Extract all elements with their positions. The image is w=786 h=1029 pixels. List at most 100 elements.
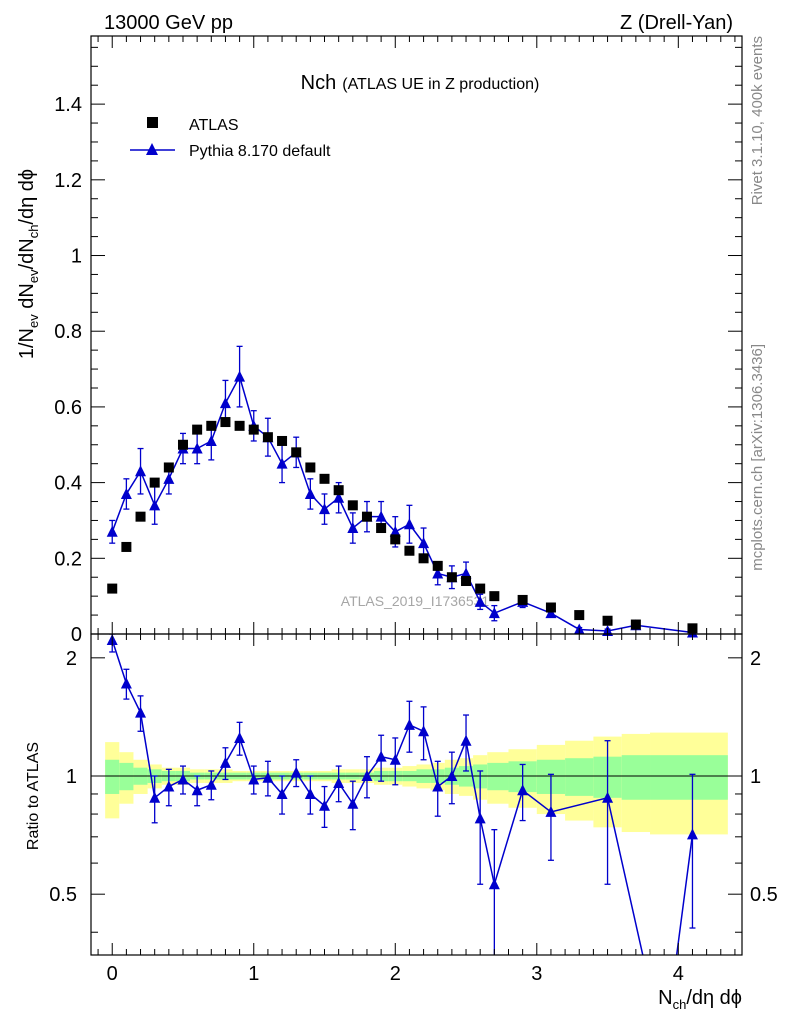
- ratio-line: [111, 639, 694, 955]
- ratio-y-tick-label-right: 2: [750, 648, 761, 670]
- atlas-point: [574, 610, 585, 621]
- legend-pythia-label: Pythia 8.170 default: [189, 143, 331, 160]
- atlas-point: [432, 560, 443, 571]
- atlas-point: [291, 447, 302, 458]
- ratio-y-tick-label-right: 1: [750, 766, 761, 788]
- pythia-point: [149, 499, 161, 511]
- ratio-point: [418, 725, 430, 737]
- ratio-y-tick-label-left: 1: [66, 766, 77, 788]
- axes-frames: 0 1 2 3 4 0 0.2 0.4 0.6 0.8 1 1.2 1.4 0.5 0.5 1 1 2 2: [49, 35, 778, 985]
- pythia-point: [219, 397, 231, 409]
- ratio-point: [333, 776, 345, 788]
- atlas-point: [602, 615, 613, 626]
- y-tick-label: 1.2: [54, 170, 82, 192]
- ratio-point: [304, 787, 316, 799]
- pythia-point: [205, 434, 217, 446]
- ratio-point: [517, 784, 529, 796]
- pythia-point: [276, 457, 288, 469]
- ratio-frame: [90, 633, 743, 956]
- ratio-clipped-group: [106, 634, 698, 955]
- ratio-point: [602, 791, 614, 803]
- pythia-point: [488, 607, 500, 619]
- pythia-point: [135, 465, 147, 477]
- atlas-point: [475, 583, 486, 594]
- atlas-point: [220, 417, 231, 428]
- atlas-point: [234, 420, 245, 431]
- ratio-point: [120, 677, 132, 689]
- atlas-point: [248, 424, 259, 435]
- ratio-point: [460, 734, 472, 746]
- atlas-point: [376, 523, 387, 534]
- ratio-y-tick-label-right: 0.5: [750, 884, 778, 906]
- band-inner-segment: [119, 762, 134, 791]
- title-main: Nch: [301, 72, 337, 94]
- ratio-point: [375, 750, 387, 762]
- atlas-point: [333, 485, 344, 496]
- ratio-point: [686, 828, 698, 840]
- x-tick-label: 2: [390, 963, 401, 985]
- band-inner-segment: [105, 759, 120, 794]
- ratio-point: [488, 878, 500, 890]
- rivet-label: Rivet 3.1.10, 400k events: [749, 36, 766, 205]
- process-label: Z (Drell-Yan): [620, 12, 733, 34]
- atlas-point: [177, 439, 188, 450]
- legend-atlas-marker: [147, 117, 158, 128]
- atlas-point: [319, 473, 330, 484]
- pythia-point: [474, 595, 486, 607]
- pythia-point: [389, 525, 401, 537]
- watermark: ATLAS_2019_I1736531: [341, 593, 490, 609]
- atlas-point: [192, 424, 203, 435]
- atlas-point: [277, 435, 288, 446]
- ratio-y-tick-label-left: 0.5: [49, 884, 77, 906]
- ratio-point: [135, 706, 147, 718]
- atlas-point: [545, 602, 556, 613]
- y-tick-label: 1.4: [54, 94, 82, 116]
- ratio-point: [219, 756, 231, 768]
- ratio-ylabel: Ratio to ATLAS: [25, 742, 42, 850]
- y-tick-label: 0.8: [54, 321, 82, 343]
- pythia-point: [545, 607, 557, 619]
- legend-pythia-marker: [146, 143, 158, 155]
- ratio-point: [205, 778, 217, 790]
- x-tick-label: 0: [107, 963, 118, 985]
- band-inner-segment: [565, 758, 594, 796]
- x-tick-label: 4: [673, 963, 684, 985]
- atlas-point: [135, 511, 146, 522]
- y-tick-label: 0.6: [54, 397, 82, 419]
- pythia-point: [418, 537, 430, 549]
- pythia-point: [432, 567, 444, 579]
- energy-label: 13000 GeV pp: [104, 12, 233, 34]
- pythia-point: [333, 491, 345, 503]
- ratio-panel-marks: [106, 634, 698, 955]
- legend: ATLAS Pythia 8.170 default: [130, 117, 331, 160]
- y-tick-label: 0.4: [54, 473, 82, 495]
- pythia-point: [403, 518, 415, 530]
- pythia-point: [106, 525, 118, 537]
- y-tick-label: 0: [71, 624, 82, 646]
- ratio-point: [432, 780, 444, 792]
- pythia-point: [304, 487, 316, 499]
- ratio-point: [177, 773, 189, 785]
- ratio-point: [248, 773, 260, 785]
- pythia-point: [120, 487, 132, 499]
- ratio-point: [262, 771, 274, 783]
- atlas-point: [305, 462, 316, 473]
- ratio-point: [149, 791, 161, 803]
- atlas-point: [262, 432, 273, 443]
- atlas-point: [361, 511, 372, 522]
- band-inner-segment: [487, 762, 509, 791]
- pythia-line: [111, 374, 693, 634]
- ratio-point: [191, 784, 203, 796]
- pythia-point: [191, 442, 203, 454]
- ratio-point: [347, 797, 359, 809]
- main-panel-marks: [106, 345, 698, 638]
- atlas-point: [347, 500, 358, 511]
- ratio-xlabel: Nch/dη dϕ: [658, 987, 742, 1012]
- atlas-point: [489, 591, 500, 602]
- band-inner-segment: [650, 755, 728, 800]
- ratio-point: [389, 753, 401, 765]
- ratio-point: [163, 780, 175, 792]
- main-title: Nch (ATLAS UE in Z production): [301, 72, 540, 94]
